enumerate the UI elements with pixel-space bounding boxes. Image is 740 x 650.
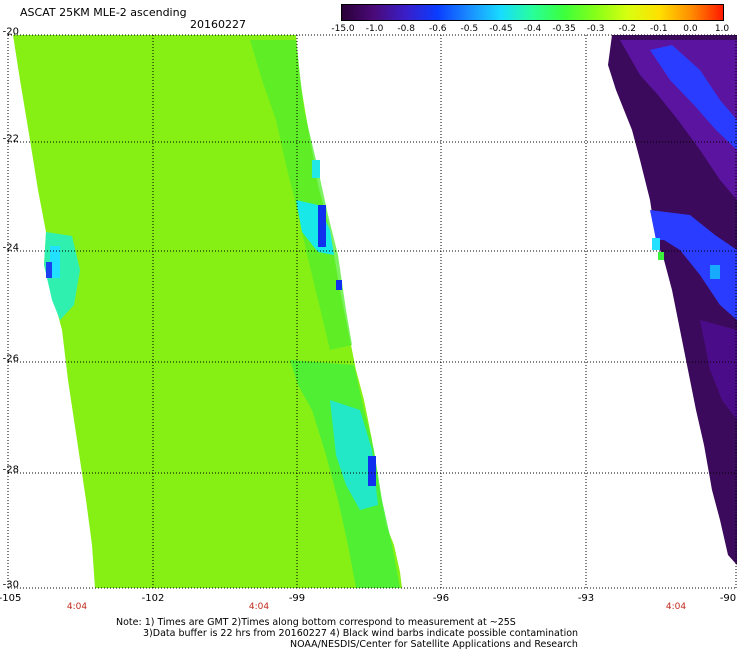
colorbar-tick-label: -0.8 (397, 24, 415, 34)
right-swath-lower-purple (700, 320, 737, 420)
left-swath-blue-pixel-west (46, 262, 52, 278)
colorbar-tick-label: -15.0 (331, 24, 355, 34)
time-label: 4:04 (248, 602, 270, 612)
grid (7, 34, 737, 589)
colorbar-tick-label: 0.0 (683, 24, 698, 34)
colorbar-tick-label: -0.1 (650, 24, 668, 34)
right-swath-mid-purple (620, 40, 737, 200)
lat-label: -24 (2, 242, 19, 254)
left-swath-blue-pixel-b (336, 280, 342, 290)
colorbar-tick-label: -0.5 (460, 24, 479, 34)
left-swath-cyan-patch (330, 400, 378, 510)
right-swath-blue-pixel (710, 265, 720, 279)
left-swath-green-streak (250, 40, 352, 350)
colorbar-tick-label: -0.35 (552, 24, 576, 34)
lat-label: -28 (2, 464, 19, 476)
lon-label: -93 (577, 593, 595, 604)
colorbar-tick-label: -0.6 (428, 24, 447, 34)
colorbar-tick-label: -0.3 (586, 24, 605, 34)
colorbar-tick-label: 1.0 (714, 24, 730, 34)
right-swath-base (608, 35, 737, 565)
note-line-1: Note: 1) Times are GMT 2)Times along bot… (116, 617, 516, 628)
right-swath-green-pixel (658, 252, 664, 260)
map-date: 20160227 (190, 18, 246, 31)
lon-label: -96 (432, 593, 450, 604)
lat-label: -26 (2, 353, 19, 365)
colorbar-tick-label: -0.45 (489, 24, 513, 34)
left-swath-blue-pixel-a (318, 205, 326, 247)
right-swath-cyan-pixel (652, 238, 660, 250)
left-swath-blue-pixel-c (368, 456, 376, 486)
note-line-2: 3)Data buffer is 22 hrs from 20160227 4)… (143, 628, 579, 639)
lon-label: -90 (719, 593, 737, 604)
left-swath-cyan-pixel (50, 246, 60, 278)
time-label: 4:04 (665, 602, 687, 612)
right-swath-blue-band (650, 45, 737, 150)
right-swath (608, 35, 737, 565)
left-swath-cyan-pixel-b (312, 160, 320, 178)
lon-label: -105 (0, 593, 22, 604)
lat-label: -22 (2, 133, 19, 145)
left-swath (13, 35, 402, 588)
time-label: 4:04 (66, 602, 88, 612)
colorbar-tick-label: -0.2 (618, 24, 637, 34)
right-swath-blue-band-lower (650, 210, 737, 320)
lat-label: -20 (2, 26, 19, 38)
colorbar-tick-label: -1.0 (365, 24, 384, 34)
lat-label: -30 (2, 579, 19, 591)
colorbar (341, 4, 724, 21)
map-title: ASCAT 25KM MLE-2 ascending (20, 6, 187, 19)
colorbar-tick-label: -0.4 (523, 24, 542, 34)
note-line-3: NOAA/NESDIS/Center for Satellite Applica… (290, 639, 578, 650)
lon-label: -99 (288, 593, 306, 604)
lon-label: -102 (141, 593, 165, 604)
